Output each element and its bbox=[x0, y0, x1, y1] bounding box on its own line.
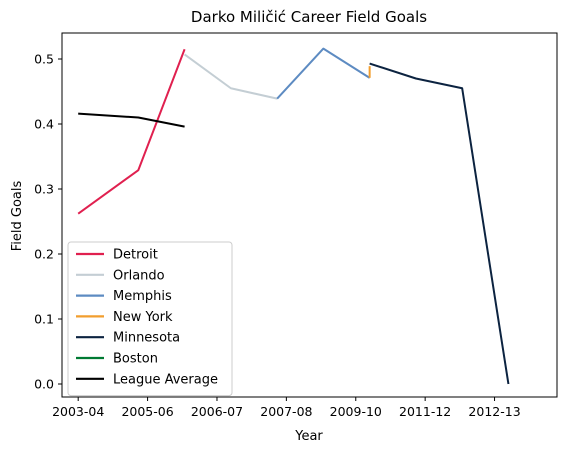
legend-label-new-york: New York bbox=[113, 310, 173, 325]
plot-frame bbox=[61, 32, 558, 398]
legend: Detroit Orlando Memphis New York Minnesota Bo… bbox=[67, 241, 233, 397]
y-tick-label: 0.0 bbox=[34, 377, 54, 392]
plot-area: 0.0 0.1 0.2 0.3 0.4 0.5 2003-04 2005-06 2006-07 2… bbox=[34, 32, 558, 419]
legend-label-orlando: Orlando bbox=[113, 268, 165, 283]
y-tick-label: 0.2 bbox=[34, 247, 54, 262]
legend-label-minnesota: Minnesota bbox=[113, 331, 180, 346]
series-line-memphis bbox=[276, 47, 371, 100]
x-tick-label: 2011-12 bbox=[399, 404, 451, 419]
y-tick-label: 0.4 bbox=[34, 117, 54, 132]
x-tick-label: 2005-06 bbox=[121, 404, 173, 419]
legend-label-league-average: League Average bbox=[113, 372, 218, 387]
series-line-orlando bbox=[184, 53, 278, 100]
series-line-minnesota bbox=[369, 62, 510, 385]
legend-box bbox=[67, 241, 233, 397]
y-tick-label: 0.3 bbox=[34, 182, 54, 197]
x-axis-title: Year bbox=[294, 429, 323, 444]
y-tick-label: 0.1 bbox=[34, 312, 54, 327]
series-line-league-average bbox=[78, 112, 185, 128]
legend-label-memphis: Memphis bbox=[113, 289, 172, 304]
y-tick-label: 0.5 bbox=[34, 52, 54, 67]
x-tick-label: 2006-07 bbox=[191, 404, 243, 419]
series-line-detroit bbox=[77, 48, 186, 215]
legend-label-boston: Boston bbox=[113, 352, 158, 367]
x-tick-label: 2012-13 bbox=[468, 404, 520, 419]
legend-label-detroit: Detroit bbox=[113, 248, 158, 263]
x-tick-label: 2009-10 bbox=[330, 404, 382, 419]
x-tick-label: 2003-04 bbox=[52, 404, 104, 419]
x-tick-label: 2007-08 bbox=[260, 404, 312, 419]
chart-title: Darko Miličić Career Field Goals bbox=[191, 8, 427, 26]
y-axis-title: Field Goals bbox=[10, 181, 25, 252]
